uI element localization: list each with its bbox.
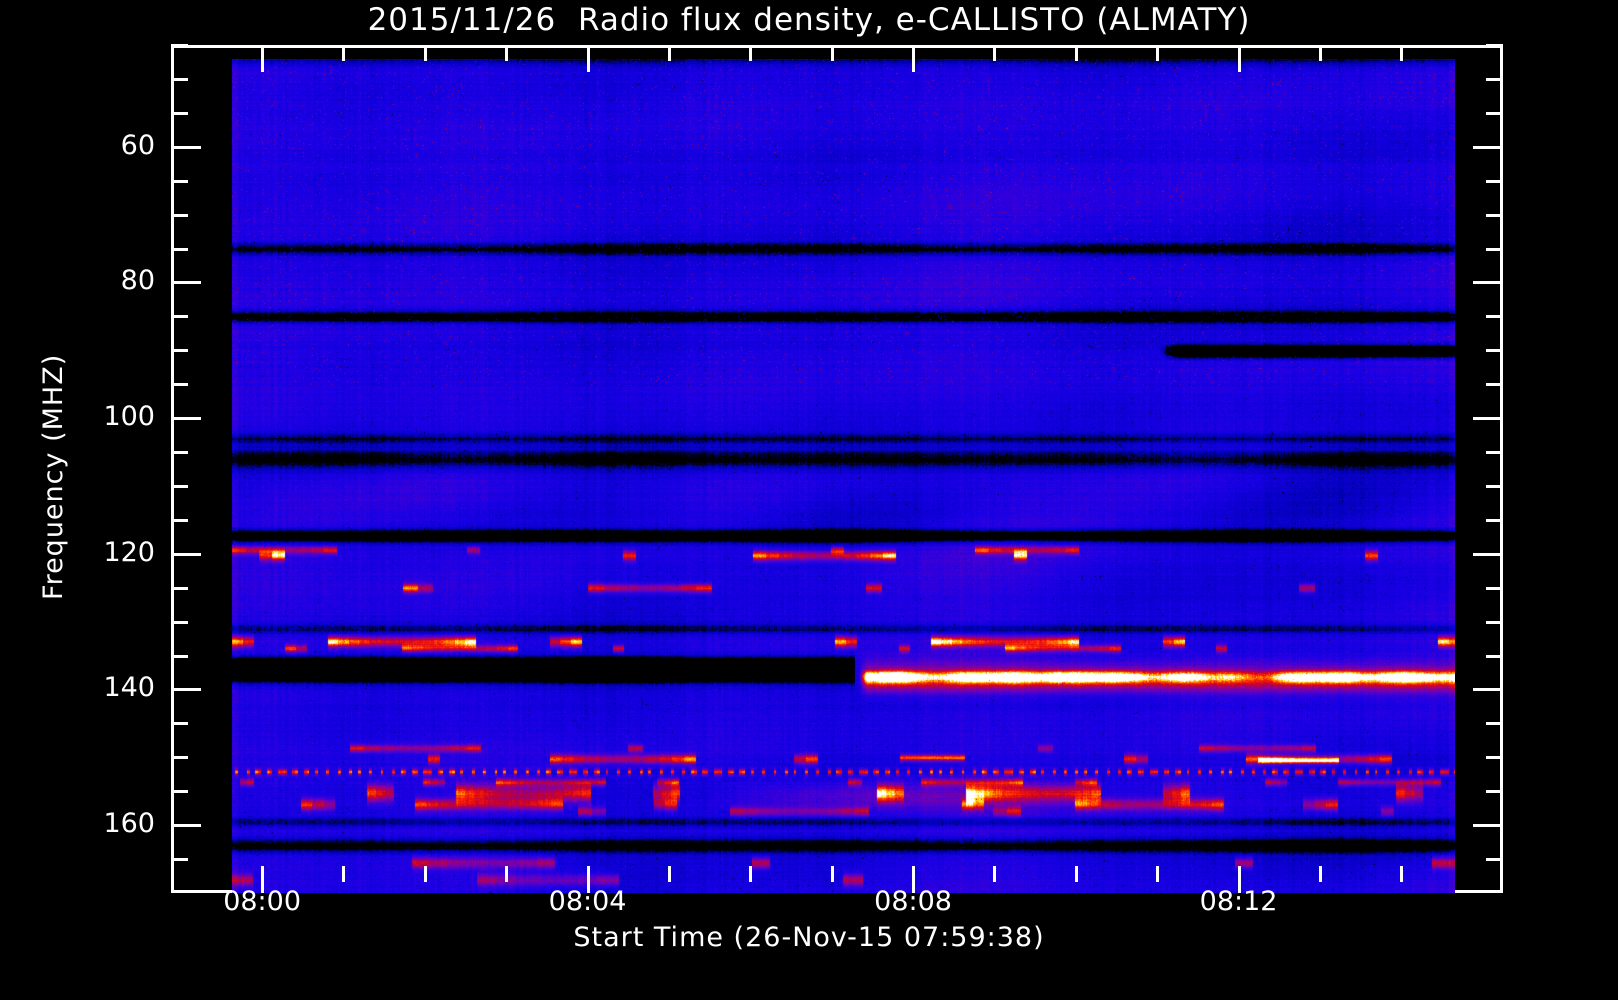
x-tick-top-13.37 xyxy=(1318,45,1322,61)
y-tick-label-80: 80 xyxy=(120,265,155,297)
x-tick-1.37 xyxy=(342,866,346,882)
x-tick-top-08:12 xyxy=(1237,45,1241,72)
x-tick-14.37 xyxy=(1400,866,1404,882)
y-tick-right-145 xyxy=(1486,722,1503,726)
y-tick-right-90 xyxy=(1486,349,1503,353)
y-tick-right-45 xyxy=(1486,44,1503,47)
y-tick-110 xyxy=(171,484,188,488)
y-tick-90 xyxy=(171,349,188,353)
y-tick-155 xyxy=(171,790,188,794)
y-tick-145 xyxy=(171,722,188,726)
y-tick-right-100 xyxy=(1473,417,1503,421)
y-tick-right-105 xyxy=(1486,451,1503,455)
y-tick-right-65 xyxy=(1486,179,1503,183)
y-tick-65 xyxy=(171,179,188,183)
y-tick-right-120 xyxy=(1473,552,1503,556)
x-tick-label-08:04: 08:04 xyxy=(548,886,627,917)
x-tick-08:00 xyxy=(261,866,265,893)
y-tick-70 xyxy=(171,213,188,217)
y-tick-50 xyxy=(171,77,188,81)
x-tick-08:12 xyxy=(1237,866,1241,893)
y-tick-right-115 xyxy=(1486,518,1503,522)
y-tick-label-100: 100 xyxy=(103,401,155,433)
y-tick-right-110 xyxy=(1486,484,1503,488)
x-axis-title: Start Time (26-Nov-15 07:59:38) xyxy=(573,922,1045,953)
y-tick-60 xyxy=(171,145,201,149)
y-tick-105 xyxy=(171,451,188,455)
y-axis-title: Frequency (MHZ) xyxy=(38,353,69,600)
x-tick-top-08:08 xyxy=(912,45,916,72)
y-tick-120 xyxy=(171,552,201,556)
y-tick-label-120: 120 xyxy=(103,536,155,568)
x-tick-3.37 xyxy=(505,866,509,882)
x-tick-08:08 xyxy=(912,866,916,893)
x-tick-label-08:12: 08:12 xyxy=(1199,886,1278,917)
x-tick-top-08:04 xyxy=(586,45,590,72)
y-tick-right-125 xyxy=(1486,586,1503,590)
y-tick-115 xyxy=(171,518,188,522)
y-tick-label-140: 140 xyxy=(103,672,155,704)
y-tick-right-55 xyxy=(1486,111,1503,115)
x-tick-10.37 xyxy=(1074,866,1078,882)
x-tick-top-08:00 xyxy=(261,45,265,72)
x-tick-08:04 xyxy=(586,866,590,893)
x-tick-6.37 xyxy=(749,866,753,882)
y-tick-right-80 xyxy=(1473,281,1503,285)
x-tick-11.37 xyxy=(1156,866,1160,882)
spectrogram-image xyxy=(232,59,1455,893)
y-tick-160 xyxy=(171,824,201,828)
y-tick-right-60 xyxy=(1473,145,1503,149)
y-tick-right-70 xyxy=(1486,213,1503,217)
y-tick-140 xyxy=(171,688,201,692)
y-tick-right-130 xyxy=(1486,620,1503,624)
y-tick-75 xyxy=(171,247,188,251)
y-tick-right-140 xyxy=(1473,688,1503,692)
y-tick-right-95 xyxy=(1486,383,1503,387)
x-tick-top-10.37 xyxy=(1074,45,1078,61)
page-title: 2015/11/26 Radio flux density, e-CALLIST… xyxy=(367,2,1251,38)
y-tick-right-75 xyxy=(1486,247,1503,251)
x-tick-13.37 xyxy=(1318,866,1322,882)
y-tick-100 xyxy=(171,417,201,421)
x-tick-label-08:00: 08:00 xyxy=(223,886,301,917)
y-tick-label-60: 60 xyxy=(120,129,155,161)
x-tick-top-9.37 xyxy=(993,45,997,61)
y-tick-80 xyxy=(171,281,201,285)
y-tick-125 xyxy=(171,586,188,590)
x-tick-7.37 xyxy=(830,866,834,882)
y-tick-right-155 xyxy=(1486,790,1503,794)
y-tick-85 xyxy=(171,315,188,319)
y-tick-45 xyxy=(171,44,188,47)
x-tick-top-7.37 xyxy=(830,45,834,61)
x-tick-top-11.37 xyxy=(1156,45,1160,61)
y-tick-right-150 xyxy=(1486,756,1503,760)
y-tick-right-85 xyxy=(1486,315,1503,319)
x-tick-top-1.37 xyxy=(342,45,346,61)
y-tick-150 xyxy=(171,756,188,760)
y-tick-right-50 xyxy=(1486,77,1503,81)
y-tick-label-160: 160 xyxy=(103,808,155,840)
x-tick-top-3.37 xyxy=(505,45,509,61)
y-tick-135 xyxy=(171,654,188,658)
x-tick-top-14.37 xyxy=(1400,45,1404,61)
y-tick-right-135 xyxy=(1486,654,1503,658)
y-tick-right-165 xyxy=(1486,858,1503,862)
y-tick-95 xyxy=(171,383,188,387)
y-tick-55 xyxy=(171,111,188,115)
x-tick-top-5.37 xyxy=(667,45,671,61)
x-tick-5.37 xyxy=(667,866,671,882)
y-tick-130 xyxy=(171,620,188,624)
x-tick-top-6.37 xyxy=(749,45,753,61)
y-tick-165 xyxy=(171,858,188,862)
x-tick-label-08:08: 08:08 xyxy=(874,886,952,917)
x-tick-2.37 xyxy=(423,866,427,882)
x-tick-top-2.37 xyxy=(423,45,427,61)
x-tick-9.37 xyxy=(993,866,997,882)
y-tick-right-160 xyxy=(1473,824,1503,828)
